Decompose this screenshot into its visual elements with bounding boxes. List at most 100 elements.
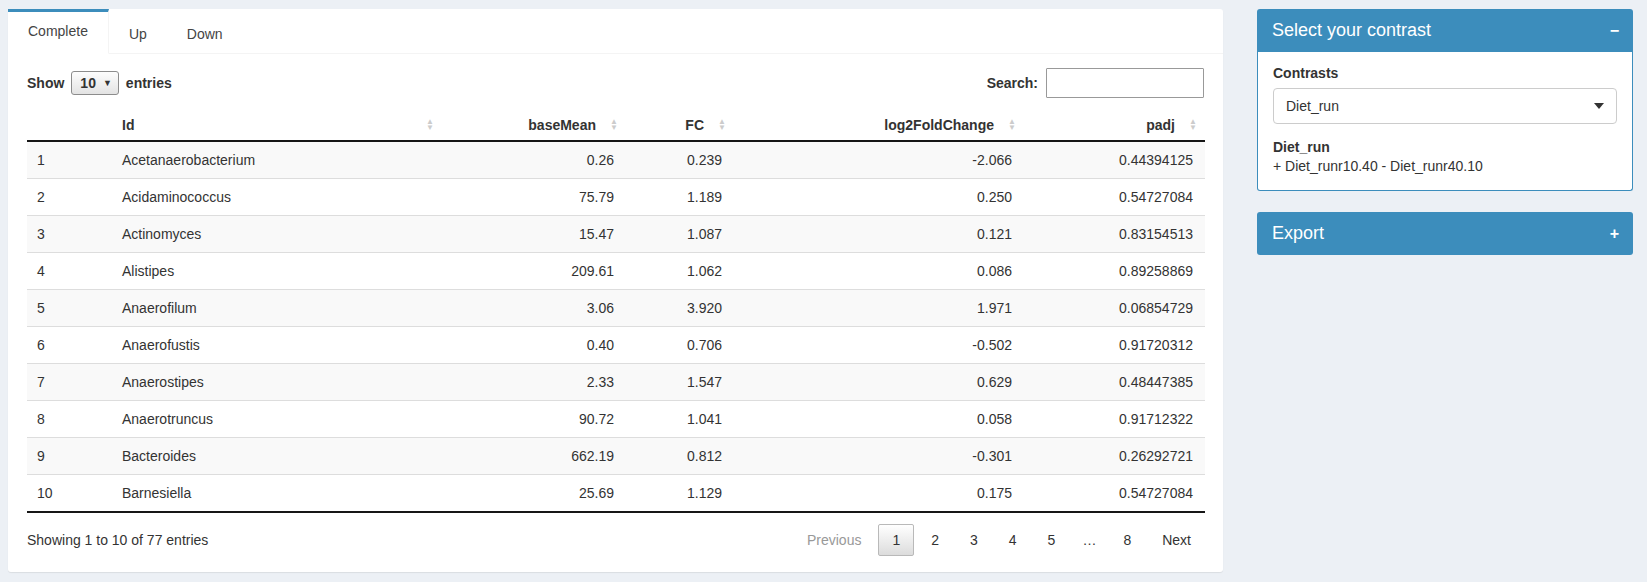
cell-id: Alistipes bbox=[112, 253, 442, 290]
row-number: 2 bbox=[27, 179, 112, 216]
cell-log2foldchange: 0.175 bbox=[734, 475, 1024, 513]
contrast-box-body: Contrasts Diet_run Diet_run + Diet_runr1… bbox=[1257, 52, 1633, 191]
table-info: Showing 1 to 10 of 77 entries bbox=[27, 532, 208, 548]
length-control: Show 10 ▼ entries bbox=[27, 71, 172, 95]
cell-padj: 0.26292721 bbox=[1024, 438, 1205, 475]
pagination-previous[interactable]: Previous bbox=[793, 524, 875, 556]
export-box-title: Export bbox=[1272, 223, 1324, 243]
sort-icon: ▲▼ bbox=[610, 119, 618, 131]
cell-basemean: 2.33 bbox=[442, 364, 626, 401]
table-row: 1 Acetanaerobacterium 0.26 0.239 -2.066 … bbox=[27, 141, 1205, 179]
column-header-log2foldchange[interactable]: log2FoldChange ▲▼ bbox=[734, 110, 1024, 141]
caret-down-icon bbox=[1594, 103, 1604, 109]
cell-basemean: 0.26 bbox=[442, 141, 626, 179]
table-row: 7 Anaerostipes 2.33 1.547 0.629 0.484473… bbox=[27, 364, 1205, 401]
tab-down[interactable]: Down bbox=[167, 9, 243, 53]
results-panel: Complete Up Down Show 10 ▼ entries Searc… bbox=[8, 9, 1223, 572]
row-number: 3 bbox=[27, 216, 112, 253]
cell-fc: 1.041 bbox=[626, 401, 734, 438]
table-container: Show 10 ▼ entries Search: Id ▲▼ bbox=[8, 54, 1223, 556]
table-row: 3 Actinomyces 15.47 1.087 0.121 0.831545… bbox=[27, 216, 1205, 253]
cell-basemean: 90.72 bbox=[442, 401, 626, 438]
cell-fc: 1.547 bbox=[626, 364, 734, 401]
contrast-formula: + Diet_runr10.40 - Diet_runr40.10 bbox=[1273, 158, 1617, 174]
pagination-page[interactable]: 2 bbox=[917, 524, 953, 556]
pagination-next[interactable]: Next bbox=[1148, 524, 1205, 556]
contrast-box-title: Select your contrast bbox=[1272, 20, 1431, 40]
cell-id: Barnesiella bbox=[112, 475, 442, 513]
row-number: 1 bbox=[27, 141, 112, 179]
contrast-box: Select your contrast − Contrasts Diet_ru… bbox=[1257, 9, 1633, 191]
cell-log2foldchange: -0.502 bbox=[734, 327, 1024, 364]
column-header-fc[interactable]: FC ▲▼ bbox=[626, 110, 734, 141]
show-label: Show bbox=[27, 75, 64, 91]
cell-id: Anaerofilum bbox=[112, 290, 442, 327]
column-header-basemean[interactable]: baseMean ▲▼ bbox=[442, 110, 626, 141]
cell-id: Anaerostipes bbox=[112, 364, 442, 401]
table-row: 5 Anaerofilum 3.06 3.920 1.971 0.0685472… bbox=[27, 290, 1205, 327]
cell-fc: 0.706 bbox=[626, 327, 734, 364]
cell-log2foldchange: 0.058 bbox=[734, 401, 1024, 438]
pagination-page[interactable]: 1 bbox=[878, 524, 914, 556]
cell-padj: 0.06854729 bbox=[1024, 290, 1205, 327]
cell-id: Anaerotruncus bbox=[112, 401, 442, 438]
pagination-page[interactable]: 5 bbox=[1034, 524, 1070, 556]
cell-id: Acetanaerobacterium bbox=[112, 141, 442, 179]
caret-down-icon: ▼ bbox=[103, 78, 112, 88]
cell-log2foldchange: 0.250 bbox=[734, 179, 1024, 216]
row-number: 8 bbox=[27, 401, 112, 438]
sort-icon: ▲▼ bbox=[718, 119, 726, 131]
sort-icon: ▲▼ bbox=[426, 119, 434, 131]
tab-complete[interactable]: Complete bbox=[8, 9, 109, 54]
cell-basemean: 75.79 bbox=[442, 179, 626, 216]
cell-padj: 0.89258869 bbox=[1024, 253, 1205, 290]
page-length-value: 10 bbox=[80, 75, 96, 91]
column-header-padj[interactable]: padj ▲▼ bbox=[1024, 110, 1205, 141]
contrast-select-value: Diet_run bbox=[1286, 98, 1339, 114]
tab-bar: Complete Up Down bbox=[8, 9, 1223, 54]
row-number: 10 bbox=[27, 475, 112, 513]
row-number: 5 bbox=[27, 290, 112, 327]
export-box-header[interactable]: Export + bbox=[1257, 212, 1633, 255]
cell-id: Actinomyces bbox=[112, 216, 442, 253]
cell-padj: 0.54727084 bbox=[1024, 179, 1205, 216]
cell-fc: 1.087 bbox=[626, 216, 734, 253]
table-row: 10 Barnesiella 25.69 1.129 0.175 0.54727… bbox=[27, 475, 1205, 513]
pagination-ellipsis: … bbox=[1072, 524, 1106, 556]
row-number: 6 bbox=[27, 327, 112, 364]
collapse-minus-icon[interactable]: − bbox=[1610, 23, 1619, 39]
cell-id: Acidaminococcus bbox=[112, 179, 442, 216]
cell-basemean: 15.47 bbox=[442, 216, 626, 253]
row-number: 9 bbox=[27, 438, 112, 475]
contrast-box-header[interactable]: Select your contrast − bbox=[1257, 9, 1633, 52]
cell-padj: 0.91720312 bbox=[1024, 327, 1205, 364]
table-row: 2 Acidaminococcus 75.79 1.189 0.250 0.54… bbox=[27, 179, 1205, 216]
table-row: 8 Anaerotruncus 90.72 1.041 0.058 0.9171… bbox=[27, 401, 1205, 438]
cell-log2foldchange: 1.971 bbox=[734, 290, 1024, 327]
cell-padj: 0.54727084 bbox=[1024, 475, 1205, 513]
contrast-select[interactable]: Diet_run bbox=[1273, 88, 1617, 124]
cell-basemean: 209.61 bbox=[442, 253, 626, 290]
cell-log2foldchange: 0.086 bbox=[734, 253, 1024, 290]
cell-log2foldchange: -2.066 bbox=[734, 141, 1024, 179]
cell-padj: 0.48447385 bbox=[1024, 364, 1205, 401]
tab-up[interactable]: Up bbox=[109, 9, 167, 53]
search-input[interactable] bbox=[1046, 68, 1204, 98]
cell-fc: 1.062 bbox=[626, 253, 734, 290]
pagination-pages: 12345…8 bbox=[875, 524, 1145, 556]
cell-id: Anaerofustis bbox=[112, 327, 442, 364]
pagination-page[interactable]: 4 bbox=[995, 524, 1031, 556]
search-label: Search: bbox=[987, 75, 1038, 91]
page-length-select[interactable]: 10 ▼ bbox=[71, 71, 119, 95]
cell-log2foldchange: -0.301 bbox=[734, 438, 1024, 475]
pagination: Previous 12345…8 Next bbox=[790, 524, 1205, 556]
pagination-page[interactable]: 3 bbox=[956, 524, 992, 556]
cell-basemean: 662.19 bbox=[442, 438, 626, 475]
column-header-id[interactable]: Id ▲▼ bbox=[112, 110, 442, 141]
cell-padj: 0.44394125 bbox=[1024, 141, 1205, 179]
pagination-page[interactable]: 8 bbox=[1109, 524, 1145, 556]
search-control: Search: bbox=[987, 68, 1204, 98]
cell-basemean: 25.69 bbox=[442, 475, 626, 513]
cell-fc: 3.920 bbox=[626, 290, 734, 327]
expand-plus-icon[interactable]: + bbox=[1610, 226, 1619, 242]
